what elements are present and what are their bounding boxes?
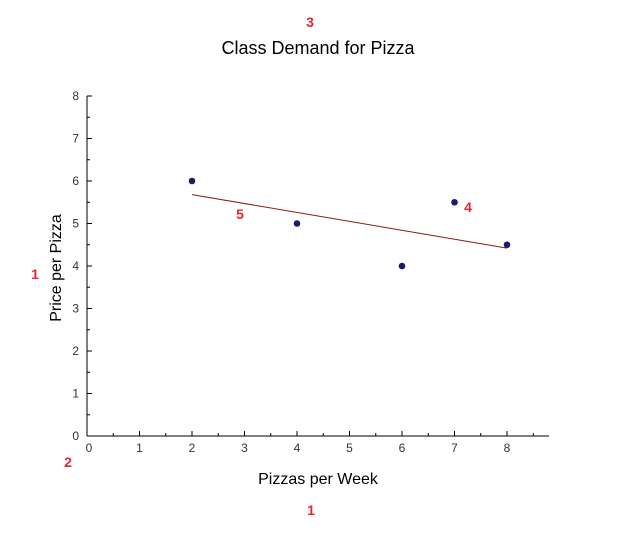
x-tick-label: 0 bbox=[86, 441, 93, 455]
y-axis-title: Price per Pizza bbox=[48, 214, 65, 322]
data-point bbox=[503, 241, 511, 249]
trendline-group bbox=[191, 194, 508, 249]
data-point bbox=[293, 220, 301, 227]
y-tick-label: 0 bbox=[72, 429, 79, 443]
chart-title: Class Demand for Pizza bbox=[221, 38, 415, 58]
annotation-marker-origin: 2 bbox=[64, 454, 72, 470]
axes: 0 1 2 3 4 5 6 7 8 0 1 2 3 4 5 6 7 8 bbox=[72, 89, 549, 455]
y-tick-label: 8 bbox=[72, 89, 79, 103]
y-tick-label: 6 bbox=[72, 174, 79, 188]
x-tick-label: 4 bbox=[294, 441, 301, 455]
data-point bbox=[188, 177, 196, 185]
x-axis-title: Pizzas per Week bbox=[258, 471, 379, 488]
y-tick-label: 3 bbox=[72, 302, 79, 316]
x-tick-label: 1 bbox=[136, 441, 143, 455]
data-point bbox=[398, 262, 406, 270]
annotation-marker-top: 3 bbox=[306, 14, 314, 30]
x-tick-label: 3 bbox=[241, 441, 248, 455]
y-tick-label: 1 bbox=[72, 387, 79, 401]
trendline bbox=[191, 194, 508, 249]
y-tick-label: 5 bbox=[72, 217, 79, 231]
x-tick-label: 6 bbox=[399, 441, 406, 455]
annotation-marker-trend: 5 bbox=[236, 206, 244, 222]
data-point bbox=[451, 198, 458, 206]
x-tick-label: 8 bbox=[504, 441, 511, 455]
y-tick-label: 2 bbox=[72, 344, 79, 358]
annotation-marker-bottom: 1 bbox=[307, 502, 315, 518]
x-tick-label: 2 bbox=[189, 441, 196, 455]
y-tick-label: 4 bbox=[72, 259, 79, 273]
x-tick-label: 7 bbox=[451, 441, 458, 455]
annotation-marker-left: 1 bbox=[31, 266, 39, 282]
data-points bbox=[188, 177, 511, 270]
annotation-marker-point: 4 bbox=[464, 199, 472, 215]
x-tick-label: 5 bbox=[346, 441, 353, 455]
y-tick-label: 7 bbox=[72, 132, 79, 146]
